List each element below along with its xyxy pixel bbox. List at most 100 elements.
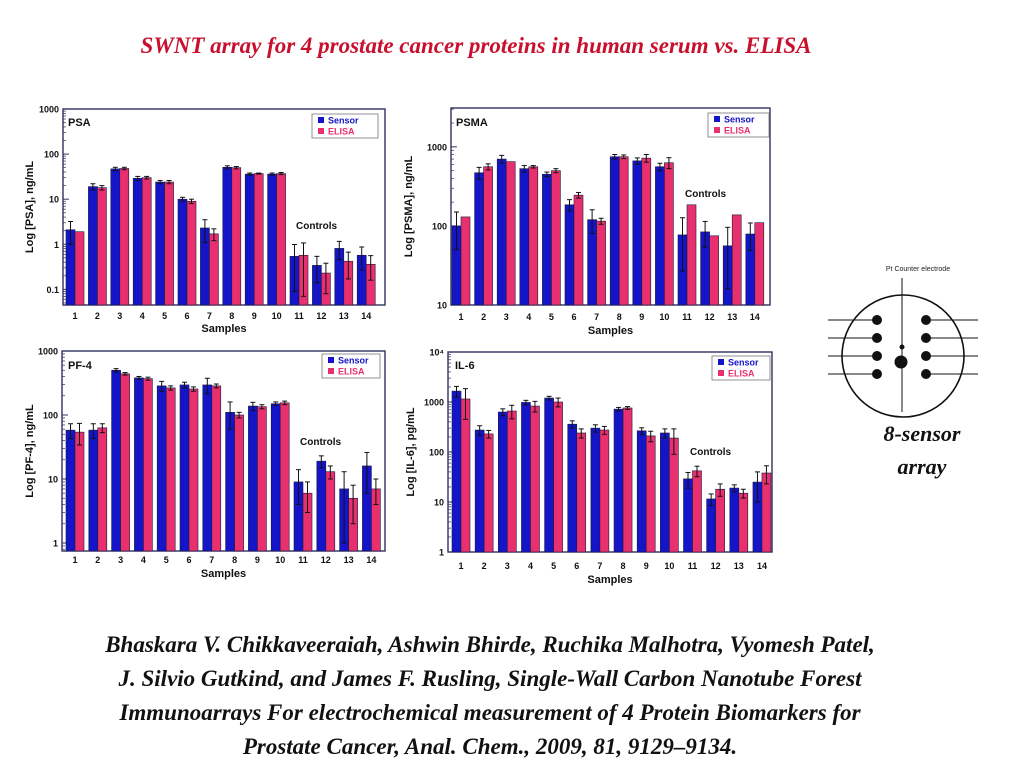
diagram-caption-line-2: array: [897, 454, 947, 479]
y-axis-title: Log [PSA], ng/mL: [24, 161, 36, 254]
x-tick-label: 6: [186, 555, 191, 565]
x-tick-label: 14: [750, 312, 760, 322]
x-tick-label: 13: [344, 555, 354, 565]
bar-elisa: [709, 235, 719, 306]
y-tick-label: 100: [44, 150, 59, 160]
bar-sensor: [316, 460, 327, 552]
bar-elisa: [209, 233, 219, 306]
y-axis-title: Log [PF-4], ng/mL: [24, 404, 36, 498]
x-tick-label: 3: [505, 561, 510, 571]
bar-sensor: [65, 429, 76, 552]
x-tick-label: 5: [164, 555, 169, 565]
x-tick-label: 9: [252, 311, 257, 321]
bar-sensor: [156, 385, 167, 552]
bar-sensor: [177, 198, 188, 306]
bar-elisa: [664, 162, 674, 306]
left-sensor-leads: [828, 319, 877, 375]
counter-electrode-label: Pt Counter electrode: [886, 266, 950, 273]
y-axis-title: Log [PSMA], ng/mL: [403, 156, 415, 258]
panel-title: PSMA: [456, 117, 488, 129]
bar-elisa: [754, 222, 765, 306]
x-axis-title: Samples: [587, 574, 632, 586]
bar-elisa: [551, 170, 561, 306]
bar-sensor: [474, 429, 485, 553]
x-tick-label: 10: [275, 555, 285, 565]
bar-sensor: [636, 430, 647, 553]
bar-elisa: [253, 173, 264, 306]
bar-elisa: [641, 157, 652, 306]
bar-sensor: [544, 397, 554, 553]
bar-elisa: [211, 385, 222, 552]
bar-elisa: [74, 231, 85, 306]
slide-title: SWNT array for 4 prostate cancer protein…: [140, 33, 812, 58]
bar-sensor: [496, 158, 507, 306]
x-tick-label: 11: [682, 312, 692, 322]
x-tick-label: 5: [551, 561, 556, 571]
x-tick-label: 7: [594, 312, 599, 322]
x-tick-label: 12: [705, 312, 715, 322]
bar-sensor: [134, 377, 144, 552]
bar-sensor: [248, 405, 258, 552]
x-tick-label: 1: [72, 311, 77, 321]
x-tick-label: 12: [321, 555, 331, 565]
panel-title: PSA: [68, 117, 91, 129]
counter-electrode: [899, 344, 905, 350]
controls-annotation: Controls: [300, 437, 342, 448]
right-sensor-leads: [926, 319, 978, 375]
bar-sensor: [564, 204, 575, 306]
bar-sensor: [519, 168, 530, 306]
y-tick-label: 10⁴: [430, 348, 444, 358]
y-tick-label: 100: [43, 411, 58, 421]
x-tick-label: 10: [659, 312, 669, 322]
citation-line: Immunoarrays For electrochemical measure…: [119, 700, 861, 725]
bar-elisa: [483, 166, 493, 306]
bar-elisa: [141, 177, 152, 306]
bar-sensor: [267, 173, 277, 306]
y-tick-label: 100: [429, 448, 444, 458]
bar-sensor: [521, 402, 531, 553]
y-tick-label: 1: [54, 240, 59, 250]
legend-label-sensor: Sensor: [724, 115, 755, 125]
bar-elisa: [186, 200, 197, 306]
x-tick-label: 14: [757, 561, 767, 571]
bar-elisa: [576, 432, 587, 553]
legend-label-sensor: Sensor: [328, 116, 359, 126]
bar-sensor: [88, 186, 98, 306]
legend-label-sensor: Sensor: [338, 356, 369, 366]
bar-elisa: [669, 437, 679, 553]
x-tick-label: 6: [571, 312, 576, 322]
y-tick-label: 1: [439, 548, 444, 558]
charts-canvas: Pt Counter electrode: [24, 105, 978, 586]
citation-line: Bhaskara V. Chikkaveeraiah, Ashwin Bhird…: [105, 632, 875, 657]
x-tick-label: 13: [339, 311, 349, 321]
x-tick-label: 4: [526, 312, 531, 322]
x-tick-label: 14: [361, 311, 371, 321]
legend-swatch-elisa: [714, 127, 720, 133]
y-tick-label: 1000: [427, 142, 447, 152]
legend-label-elisa: ELISA: [728, 369, 755, 379]
x-tick-label: 2: [482, 561, 487, 571]
panel-title: IL-6: [455, 360, 475, 372]
x-axis-title: Samples: [588, 325, 633, 337]
bar-sensor: [655, 166, 665, 306]
bar-sensor: [729, 487, 740, 553]
sensor-electrodes: [872, 315, 931, 379]
controls-annotation: Controls: [690, 447, 732, 458]
x-tick-label: 10: [272, 311, 282, 321]
bar-sensor: [497, 411, 508, 553]
x-tick-label: 13: [734, 561, 744, 571]
y-tick-label: 100: [432, 221, 447, 231]
x-axis-title: Samples: [201, 568, 246, 580]
x-tick-label: 11: [688, 561, 698, 571]
bar-sensor: [474, 172, 484, 306]
diagram-caption-line-1: 8-sensor: [883, 421, 961, 446]
controls-annotation: Controls: [296, 221, 338, 232]
x-tick-label: 7: [597, 561, 602, 571]
y-tick-label: 10: [49, 195, 59, 205]
bar-sensor: [613, 408, 624, 553]
x-tick-label: 2: [95, 311, 100, 321]
x-tick-label: 3: [117, 311, 122, 321]
